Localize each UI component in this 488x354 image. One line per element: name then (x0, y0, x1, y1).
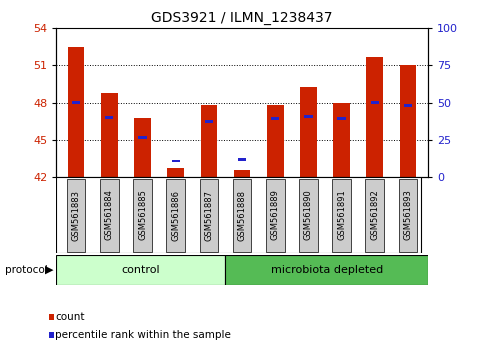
Text: GSM561883: GSM561883 (72, 189, 81, 241)
Bar (366, 57, 382, 177)
Text: GSM561886: GSM561886 (171, 189, 180, 241)
Bar (370, 101, 378, 104)
Text: GSM561892: GSM561892 (369, 190, 379, 240)
Bar (332, 178, 350, 252)
Bar (56, 255, 225, 285)
Bar (304, 115, 312, 118)
Bar (337, 118, 345, 120)
Text: percentile rank within the sample: percentile rank within the sample (55, 330, 231, 340)
Bar (134, 118, 150, 177)
Bar (166, 178, 184, 252)
Bar (171, 160, 180, 162)
Bar (225, 255, 427, 285)
Text: microbiota depleted: microbiota depleted (270, 265, 382, 275)
Text: GSM561890: GSM561890 (304, 190, 312, 240)
Bar (399, 65, 415, 177)
Bar (299, 178, 317, 252)
Text: ▶: ▶ (45, 265, 53, 275)
Bar (403, 104, 411, 107)
Bar (101, 93, 118, 177)
Bar (300, 87, 316, 177)
Bar (233, 170, 250, 177)
Text: protocol: protocol (5, 265, 47, 275)
Bar (333, 103, 349, 177)
Text: GSM561887: GSM561887 (204, 189, 213, 241)
Bar (138, 136, 146, 139)
Bar (200, 105, 217, 177)
Text: GSM561885: GSM561885 (138, 190, 147, 240)
Bar (105, 116, 113, 119)
Bar (67, 178, 85, 252)
Text: count: count (55, 312, 85, 322)
Title: GDS3921 / ILMN_1238437: GDS3921 / ILMN_1238437 (151, 11, 332, 24)
Bar (232, 178, 251, 252)
Bar (100, 178, 119, 252)
Bar (265, 178, 284, 252)
Bar (167, 169, 183, 177)
Bar (266, 105, 283, 177)
Bar (238, 158, 245, 161)
Bar (398, 178, 416, 252)
Text: GSM561889: GSM561889 (270, 190, 279, 240)
Bar (68, 47, 84, 177)
Bar (199, 178, 218, 252)
Bar (365, 178, 383, 252)
Text: control: control (122, 265, 160, 275)
Text: GSM561884: GSM561884 (104, 190, 114, 240)
Bar (72, 101, 80, 104)
Text: GSM561891: GSM561891 (336, 190, 346, 240)
Bar (133, 178, 151, 252)
Bar (204, 120, 213, 122)
Text: GSM561888: GSM561888 (237, 189, 246, 241)
Text: GSM561893: GSM561893 (403, 190, 411, 240)
Bar (270, 118, 279, 120)
